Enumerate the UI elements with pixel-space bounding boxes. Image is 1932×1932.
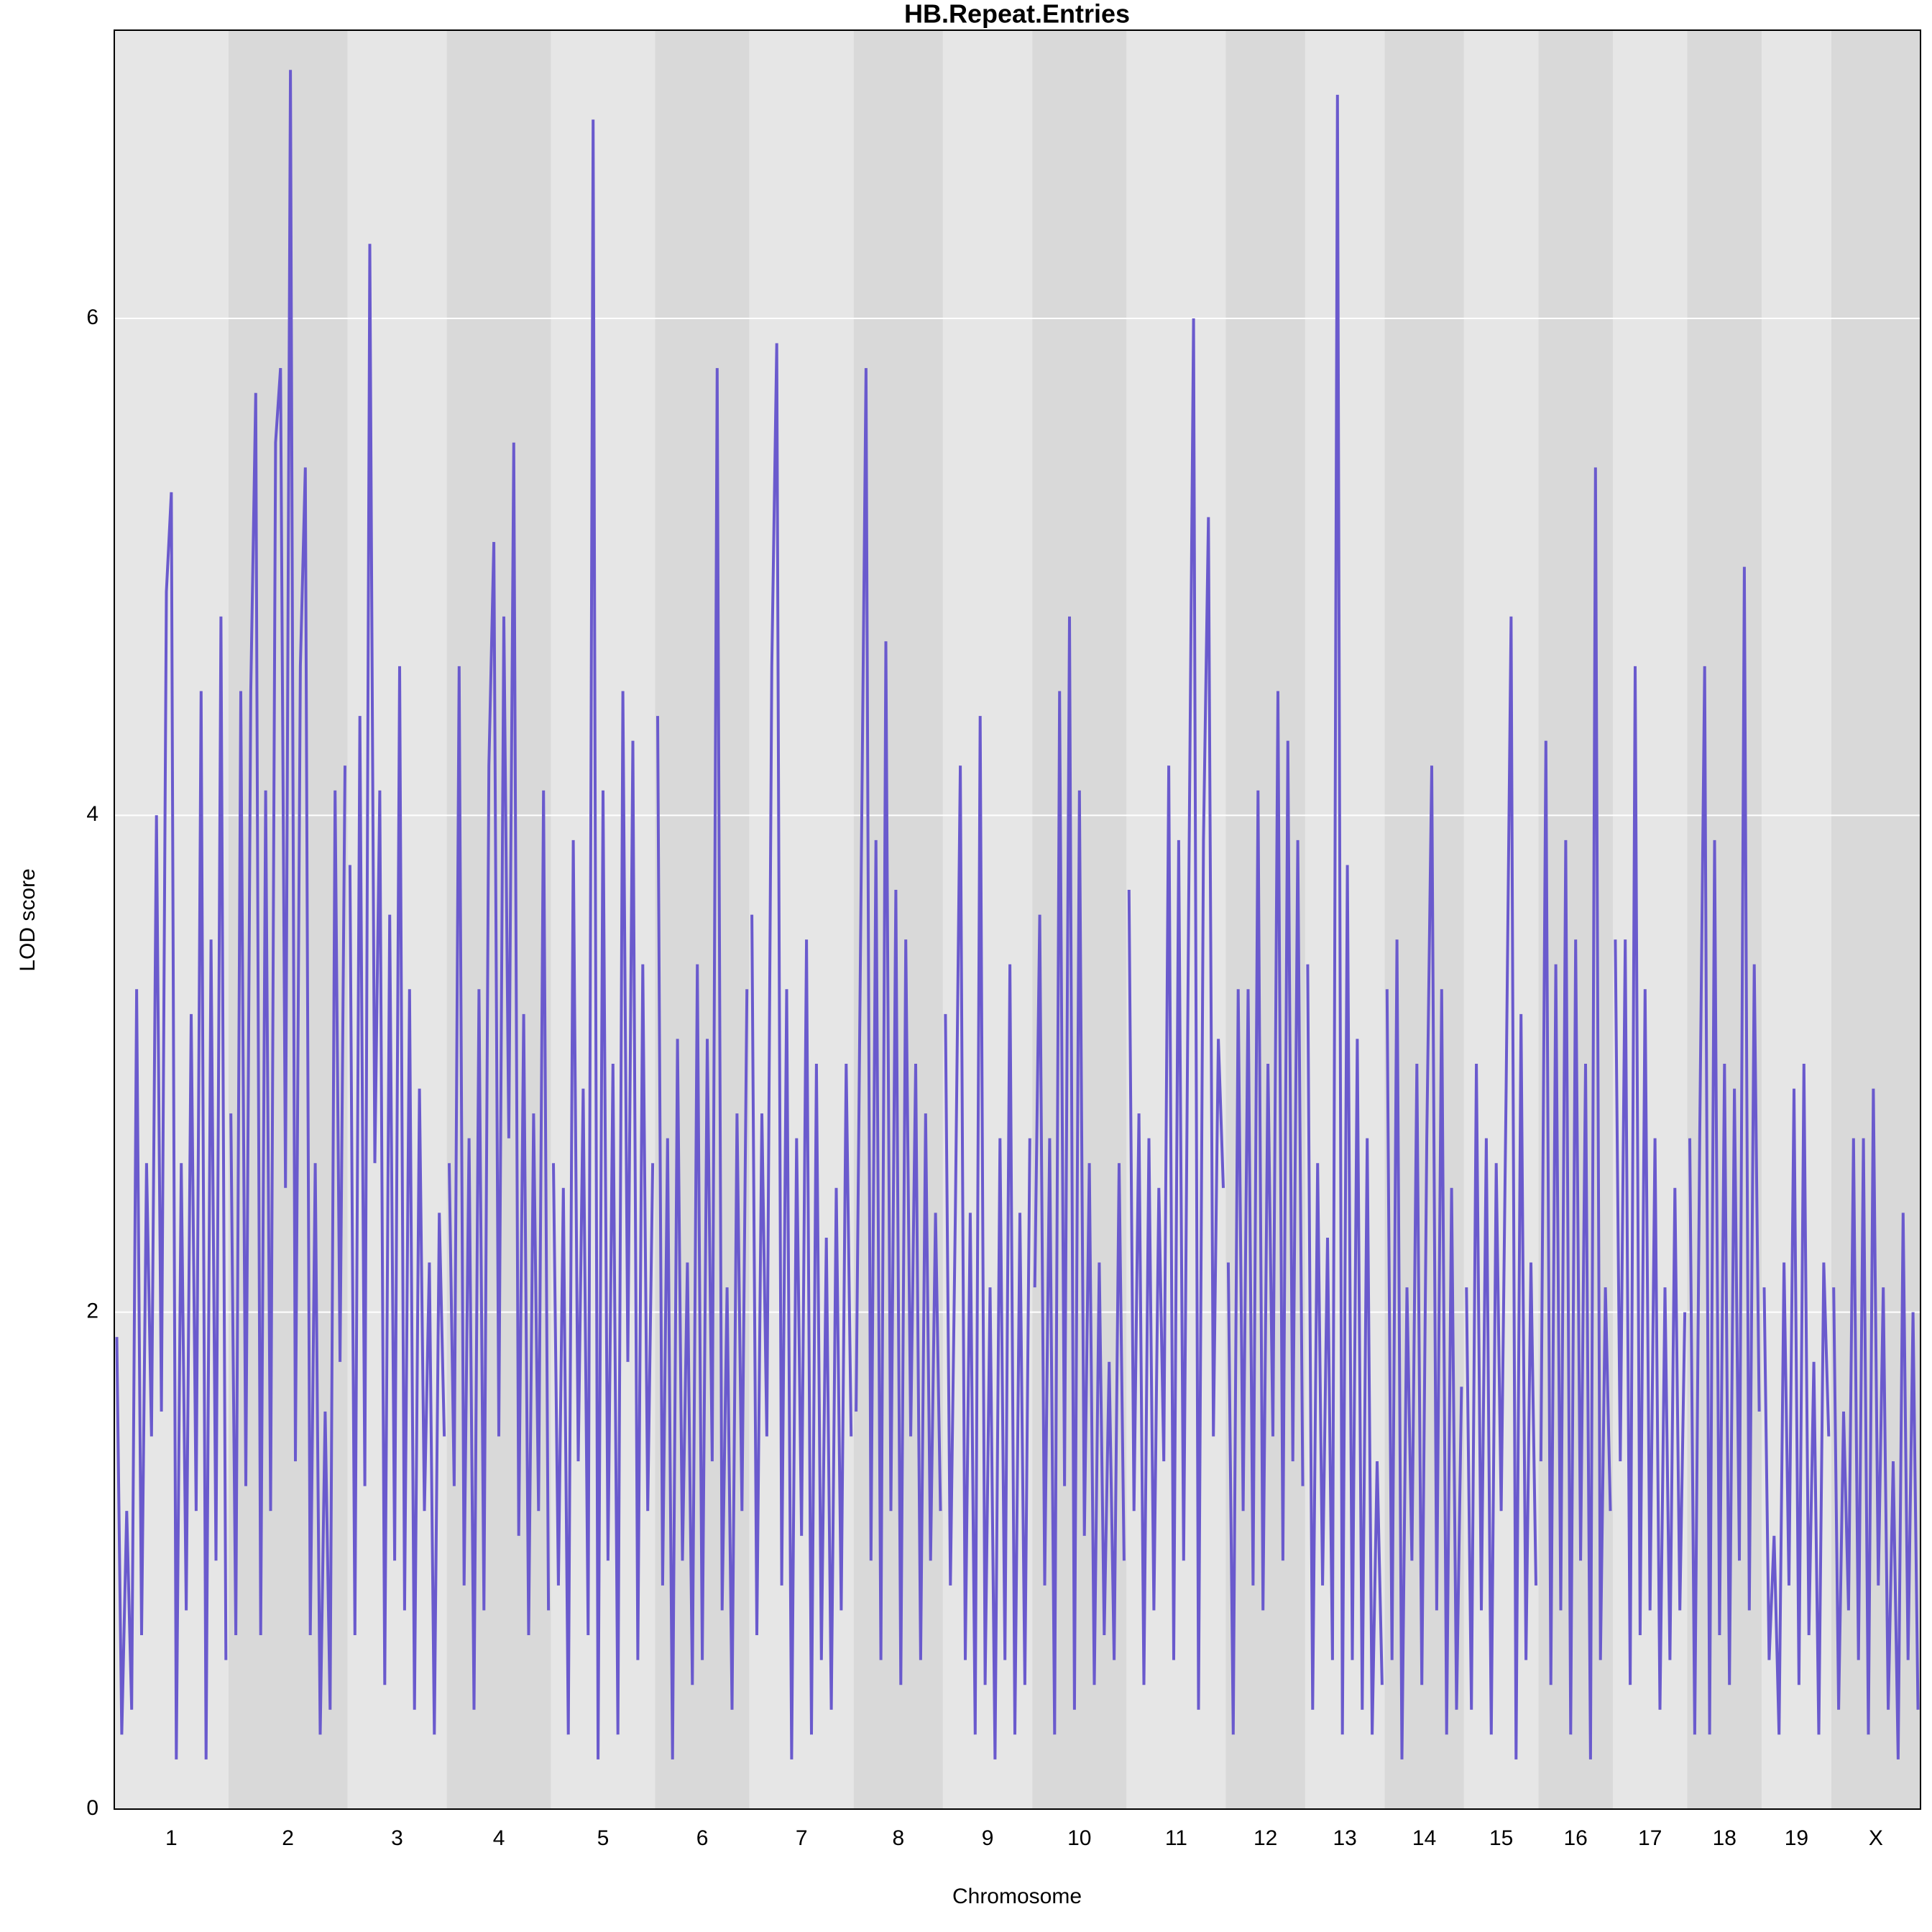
lod-line	[229, 70, 346, 1735]
x-tick-label: 1	[165, 1826, 178, 1850]
lod-line	[1614, 666, 1687, 1710]
lod-line	[1688, 566, 1761, 1735]
lod-line	[1762, 1063, 1831, 1735]
lod-line	[656, 368, 749, 1760]
x-tick-label: 17	[1638, 1826, 1662, 1850]
y-tick-label: 0	[86, 1796, 98, 1820]
y-tick-label: 2	[86, 1300, 98, 1323]
lod-line	[115, 492, 228, 1760]
lod-line	[348, 244, 446, 1735]
lod-line	[1465, 616, 1537, 1760]
x-tick-label: 3	[391, 1826, 403, 1850]
lod-line	[1033, 616, 1126, 1735]
x-tick-label: 7	[796, 1826, 808, 1850]
lod-line	[855, 368, 942, 1685]
y-tick-label: 6	[86, 305, 98, 329]
x-tick-label: 4	[493, 1826, 505, 1850]
x-tick-label: 13	[1333, 1826, 1356, 1850]
lod-line	[1306, 94, 1384, 1735]
x-tick-label: 11	[1165, 1826, 1187, 1850]
lod-line	[448, 442, 551, 1710]
y-axis-label: LOD score	[16, 868, 40, 971]
y-tick-label: 4	[86, 802, 98, 826]
x-tick-label: 9	[982, 1826, 994, 1850]
x-tick-label: 5	[597, 1826, 610, 1850]
x-tick-label: 6	[696, 1826, 709, 1850]
lod-line	[1127, 318, 1225, 1710]
x-axis-label: Chromosome	[952, 1885, 1082, 1908]
x-tick-label: X	[1869, 1826, 1883, 1850]
x-tick-label: 15	[1489, 1826, 1513, 1850]
lod-lines	[115, 70, 1920, 1760]
lod-line	[1385, 765, 1463, 1760]
lod-line	[1832, 1088, 1920, 1760]
x-tick-label: 16	[1563, 1826, 1587, 1850]
chart-title: HB.Repeat.Entries	[904, 0, 1130, 29]
chromosome-band	[749, 30, 854, 1809]
x-tick-label: 12	[1254, 1826, 1277, 1850]
x-tick-label: 2	[282, 1826, 294, 1850]
chromosome-band	[446, 30, 551, 1809]
lod-line	[1539, 467, 1612, 1760]
lod-line	[944, 716, 1031, 1760]
lod-line	[552, 119, 655, 1760]
x-tick-label: 18	[1713, 1826, 1736, 1850]
x-tick-label: 14	[1412, 1826, 1436, 1850]
lod-line	[1226, 691, 1305, 1735]
plot-frame	[114, 29, 1921, 1810]
x-tick-label: 10	[1067, 1826, 1091, 1850]
lod-line	[750, 343, 853, 1760]
x-tick-label: 8	[892, 1826, 904, 1850]
chromosome-band	[1225, 30, 1305, 1809]
x-tick-label: 19	[1785, 1826, 1808, 1850]
